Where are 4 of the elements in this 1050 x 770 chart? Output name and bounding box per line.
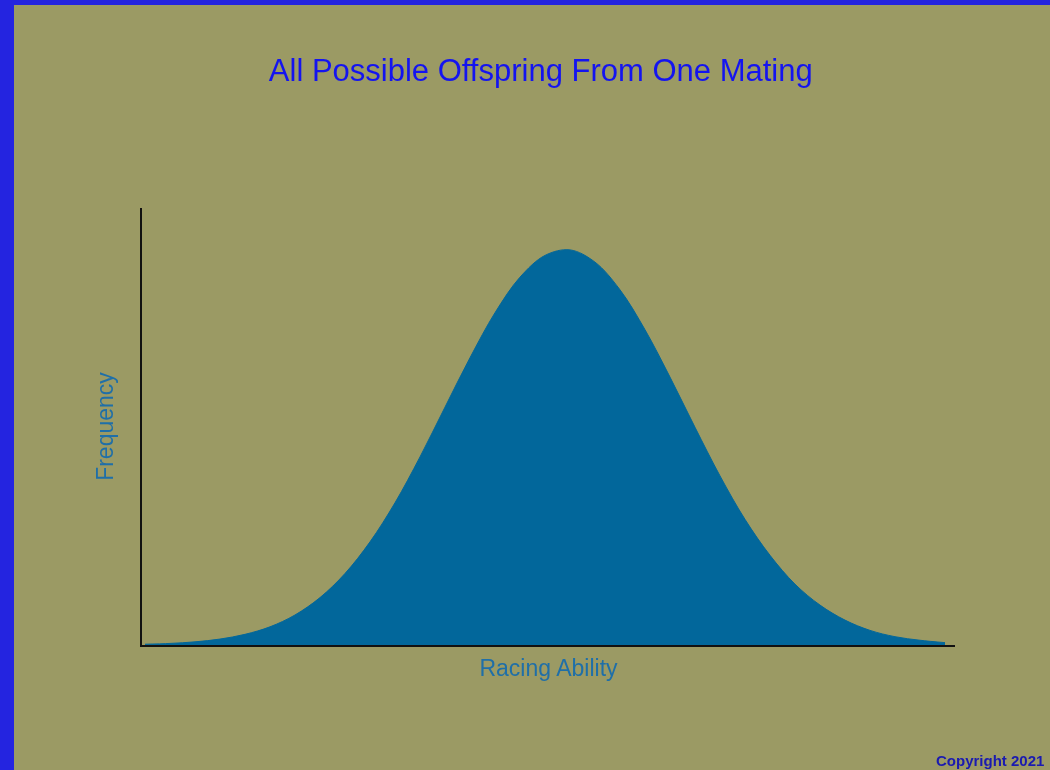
y-axis-title: Frequency (91, 371, 118, 481)
x-axis-title: Racing Ability (479, 655, 619, 682)
chart-title: All Possible Offspring From One Mating (268, 52, 813, 88)
text: Copyright 2021 (936, 752, 1045, 769)
